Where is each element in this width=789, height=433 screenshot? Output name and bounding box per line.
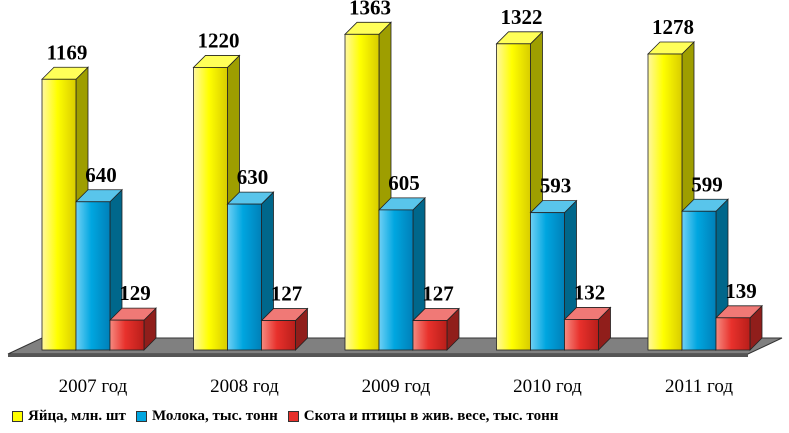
category-label-3: 2010 год: [513, 376, 582, 397]
bar-2-1: [261, 320, 296, 351]
bar-2-4: [715, 317, 751, 351]
legend-label-2: Скота и птицы в жив. весе, тыс. тонн: [303, 408, 559, 424]
legend-item-1: Молока, тыс. тонн: [135, 408, 278, 425]
value-labels-group: 1169 640 129 1220 630 127 1363 605 127 1322 593 132…: [47, 0, 757, 306]
bar-0-2: [344, 33, 380, 351]
value-label-2-3: 132: [574, 280, 606, 304]
legend-label-1: Молока, тыс. тонн: [151, 408, 278, 424]
value-label-0-2: 1363: [349, 0, 391, 19]
bar-2-0: [109, 319, 145, 351]
bar-2-3: [564, 319, 599, 351]
legend-item-0: Яйца, млн. шт: [12, 408, 126, 425]
category-label-1: 2008 год: [210, 376, 279, 397]
bar-0-0: [41, 78, 77, 351]
legend-item-2: Скота и птицы в жив. весе, тыс. тонн: [287, 408, 559, 425]
bar-1-1: [227, 203, 262, 351]
legend-label-0: Яйца, млн. шт: [28, 408, 126, 424]
bar-1-4: [681, 210, 717, 351]
value-label-1-4: 599: [691, 172, 723, 196]
bar-1-0: [75, 201, 111, 351]
bar-0-4: [647, 53, 683, 351]
value-label-0-3: 1322: [501, 5, 543, 29]
legend-swatch-0: [12, 411, 23, 422]
value-label-2-2: 127: [422, 282, 454, 306]
legend: Яйца, млн. шт Молока, тыс. тонн Скота и пт…: [12, 408, 782, 425]
legend-swatch-1: [135, 411, 147, 422]
category-label-4: 2011 год: [665, 376, 733, 397]
value-label-1-2: 605: [388, 171, 420, 195]
value-label-1-3: 593: [540, 174, 572, 198]
bars-group: [41, 21, 763, 351]
value-label-2-4: 139: [725, 279, 757, 303]
value-label-2-0: 129: [119, 281, 151, 305]
bar-1-2: [378, 209, 414, 351]
value-label-1-0: 640: [85, 163, 117, 187]
category-label-0: 2007 год: [59, 376, 128, 397]
legend-swatch-2: [287, 411, 299, 422]
value-label-1-1: 630: [237, 165, 269, 189]
bar-0-3: [496, 43, 531, 351]
bar-0-1: [193, 67, 228, 351]
value-label-0-1: 1220: [198, 28, 240, 52]
value-label-0-0: 1169: [47, 40, 88, 64]
value-label-0-4: 1278: [652, 15, 694, 39]
category-label-2: 2009 год: [362, 376, 431, 397]
value-label-2-1: 127: [271, 282, 303, 306]
bar-1-3: [530, 212, 565, 351]
category-labels-group: 2007 год 2008 год 2009 год 2010 год 2011 год: [59, 376, 734, 397]
chart-floor-edge: [8, 354, 748, 357]
bar-2-2: [412, 320, 448, 351]
